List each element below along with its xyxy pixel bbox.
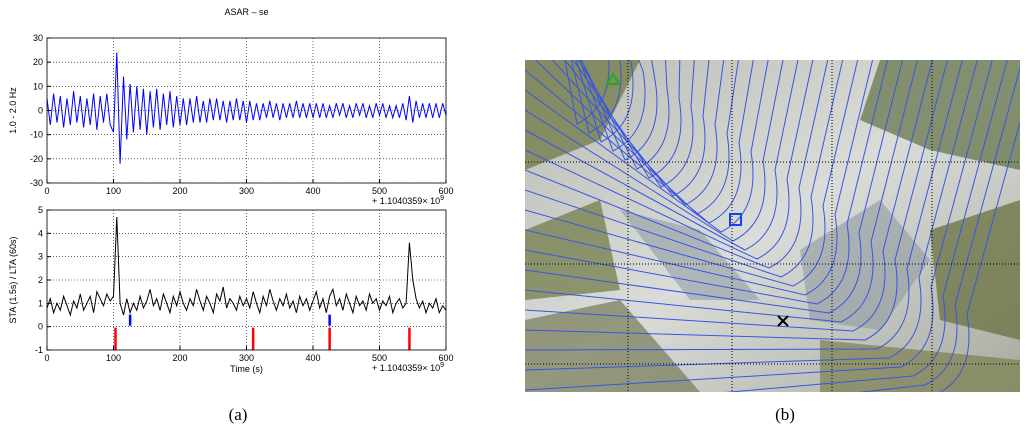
data-line	[46, 52, 447, 164]
caption: (b)	[775, 405, 795, 424]
y-tick-label: 30	[33, 33, 43, 43]
x-tick-label: 600	[438, 353, 453, 363]
y-tick-label: 0	[38, 106, 43, 116]
y-tick-label: 4	[38, 228, 43, 238]
y-tick-label: 10	[33, 81, 43, 91]
x-tick-label: 100	[106, 353, 121, 363]
contour-line	[525, 60, 829, 269]
contour-lines	[525, 60, 1020, 392]
contour-line	[525, 60, 844, 278]
contour-line	[564, 60, 610, 125]
contour-line	[525, 60, 799, 251]
contour-line	[579, 60, 646, 152]
y-tick-label: 5	[38, 205, 43, 215]
contour-line	[525, 60, 933, 332]
contour-line	[525, 60, 889, 305]
contour-line	[578, 60, 682, 179]
contour-line	[525, 60, 904, 314]
y-tick-label: -30	[30, 178, 43, 188]
contour-line	[534, 60, 739, 215]
axes-frame	[46, 209, 447, 351]
contour-line	[525, 60, 993, 391]
contour-line	[525, 60, 814, 260]
x-marker	[777, 315, 789, 327]
y-tick-label: 1	[38, 298, 43, 308]
x-tick-label: 200	[172, 186, 187, 196]
x-tick-label: 0	[44, 186, 49, 196]
x-offset-label: + 1.1040359× 109	[372, 362, 444, 373]
contour-line	[525, 60, 754, 224]
x-tick-label: 400	[305, 186, 320, 196]
y-tick-label: 20	[33, 57, 43, 67]
y-tick-label: -10	[30, 130, 43, 140]
x-tick-label: 300	[239, 353, 254, 363]
x-tick-label: 400	[305, 353, 320, 363]
x-offset-mantissa: + 1.1040359× 10	[372, 196, 440, 206]
square-marker	[729, 213, 742, 226]
caption: (a)	[229, 405, 248, 424]
x-offset-exponent: 9	[440, 195, 444, 202]
contour-line	[580, 60, 670, 170]
contour-line	[525, 60, 918, 323]
x-offset-mantissa: + 1.1040359× 10	[372, 363, 440, 373]
image-grid	[525, 60, 1020, 392]
contour-line	[939, 120, 1020, 392]
contour-line	[858, 66, 1020, 392]
triangle-marker	[605, 72, 621, 85]
y-tick-label: 3	[38, 252, 43, 262]
contour-line	[724, 60, 1008, 392]
x-tick-label: 0	[44, 353, 49, 363]
x-tick-label: 100	[106, 186, 121, 196]
x-tick-label: 600	[438, 186, 453, 196]
x-tick-label: 200	[172, 353, 187, 363]
y-tick-label: 0	[38, 322, 43, 332]
y-tick-label: -1	[35, 345, 43, 355]
y-axis-label: 1.0 - 2.0 Hz	[8, 87, 18, 134]
chart-title: ASAR – se	[224, 7, 268, 17]
y-tick-label: -20	[30, 154, 43, 164]
contour-line	[551, 60, 725, 206]
contour-line	[525, 60, 963, 351]
contour-line	[525, 60, 769, 233]
axes-frame	[46, 37, 447, 184]
y-axis-label: STA (1.5s) / LTA (60s)	[8, 236, 18, 323]
contour-line	[525, 60, 859, 287]
y-tick-label: 2	[38, 275, 43, 285]
contour-line	[525, 60, 948, 341]
data-line	[46, 216, 447, 317]
aerial-image	[525, 60, 1020, 392]
x-tick-label: 500	[372, 186, 387, 196]
x-offset-exponent: 9	[440, 362, 444, 369]
contour-line	[570, 60, 622, 134]
x-tick-label: 300	[239, 186, 254, 196]
x-offset-label: + 1.1040359× 109	[372, 195, 444, 206]
contour-line	[580, 60, 658, 161]
x-axis-label: Time (s)	[230, 364, 263, 374]
x-tick-label: 500	[372, 353, 387, 363]
contour-line	[525, 60, 784, 242]
contour-line	[525, 60, 978, 371]
